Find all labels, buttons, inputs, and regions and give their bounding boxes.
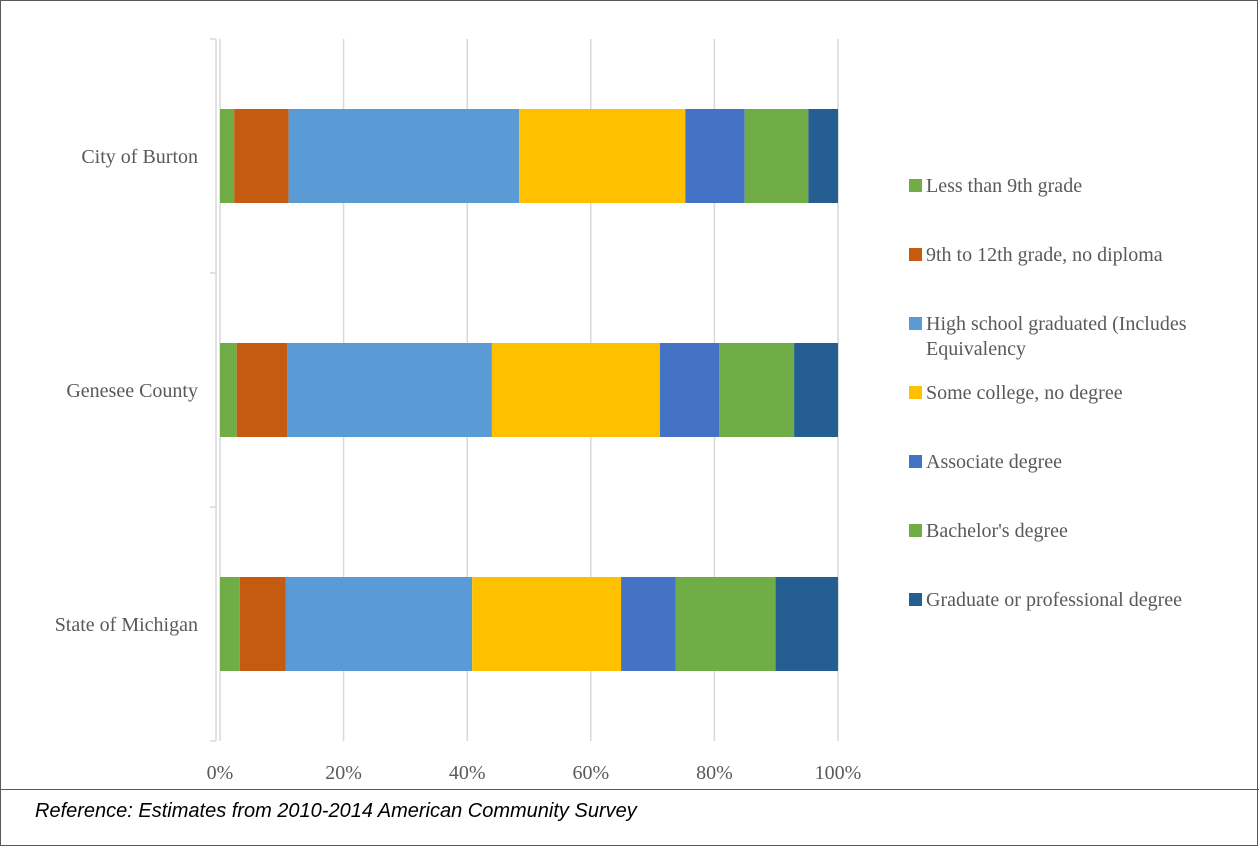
bar-segment [660, 343, 720, 437]
bar-segment [288, 109, 520, 203]
legend-label: 9th to 12th grade, no diploma [926, 244, 1163, 266]
legend-swatch [909, 248, 922, 261]
bar-segment [220, 577, 240, 671]
legend-label: Some college, no degree [926, 382, 1123, 404]
bar-segment [472, 577, 622, 671]
bar-segment [744, 109, 809, 203]
category-label: City of Burton [81, 146, 198, 168]
bar-segment [808, 109, 838, 203]
category-label: Genesee County [66, 380, 198, 402]
x-tick-label: 80% [696, 762, 733, 784]
bars [220, 109, 838, 671]
bar-segment [675, 577, 776, 671]
bar-segment [491, 343, 661, 437]
legend-label: Associate degree [926, 451, 1062, 473]
bar-segment [220, 109, 235, 203]
x-tick-label: 0% [207, 762, 234, 784]
bar-segment [519, 109, 686, 203]
education-stacked-bar-chart: City of Burton Genesee County State of Mic… [55, 38, 1187, 784]
legend-swatch [909, 455, 922, 468]
legend-label: Bachelor's degree [926, 520, 1068, 542]
bar-segment [621, 577, 676, 671]
bar-segment [285, 577, 473, 671]
x-tick-labels: 0% 20% 40% 60% 80% 100% [207, 762, 862, 784]
category-label: State of Michigan [55, 614, 198, 636]
bar-segment [287, 343, 492, 437]
bar-segment [236, 343, 288, 437]
x-tick-label: 60% [572, 762, 609, 784]
category-labels: City of Burton Genesee County State of Mic… [55, 146, 198, 636]
x-tick-label: 20% [325, 762, 362, 784]
legend-swatch [909, 317, 922, 330]
bar-segment [239, 577, 286, 671]
x-tick-label: 40% [449, 762, 486, 784]
bar-segment [234, 109, 289, 203]
reference-note: Reference: Estimates from 2010-2014 Amer… [35, 800, 637, 822]
legend-label: High school graduated (Includes Equivalen… [926, 313, 1187, 360]
x-tick-label: 100% [815, 762, 862, 784]
legend-swatch [909, 524, 922, 537]
bar-segment [775, 577, 838, 671]
legend-swatch [909, 386, 922, 399]
bar-segment [685, 109, 745, 203]
legend-swatch [909, 593, 922, 606]
legend: Less than 9th grade 9th to 12th grade, no… [909, 175, 1187, 611]
legend-swatch [909, 179, 922, 192]
bar-segment [719, 343, 795, 437]
bar-segment [794, 343, 838, 437]
chart-area: City of Burton Genesee County State of Mic… [1, 1, 1259, 790]
legend-label: Less than 9th grade [926, 175, 1082, 197]
bar-segment [220, 343, 237, 437]
legend-label: Graduate or professional degree [926, 589, 1182, 611]
